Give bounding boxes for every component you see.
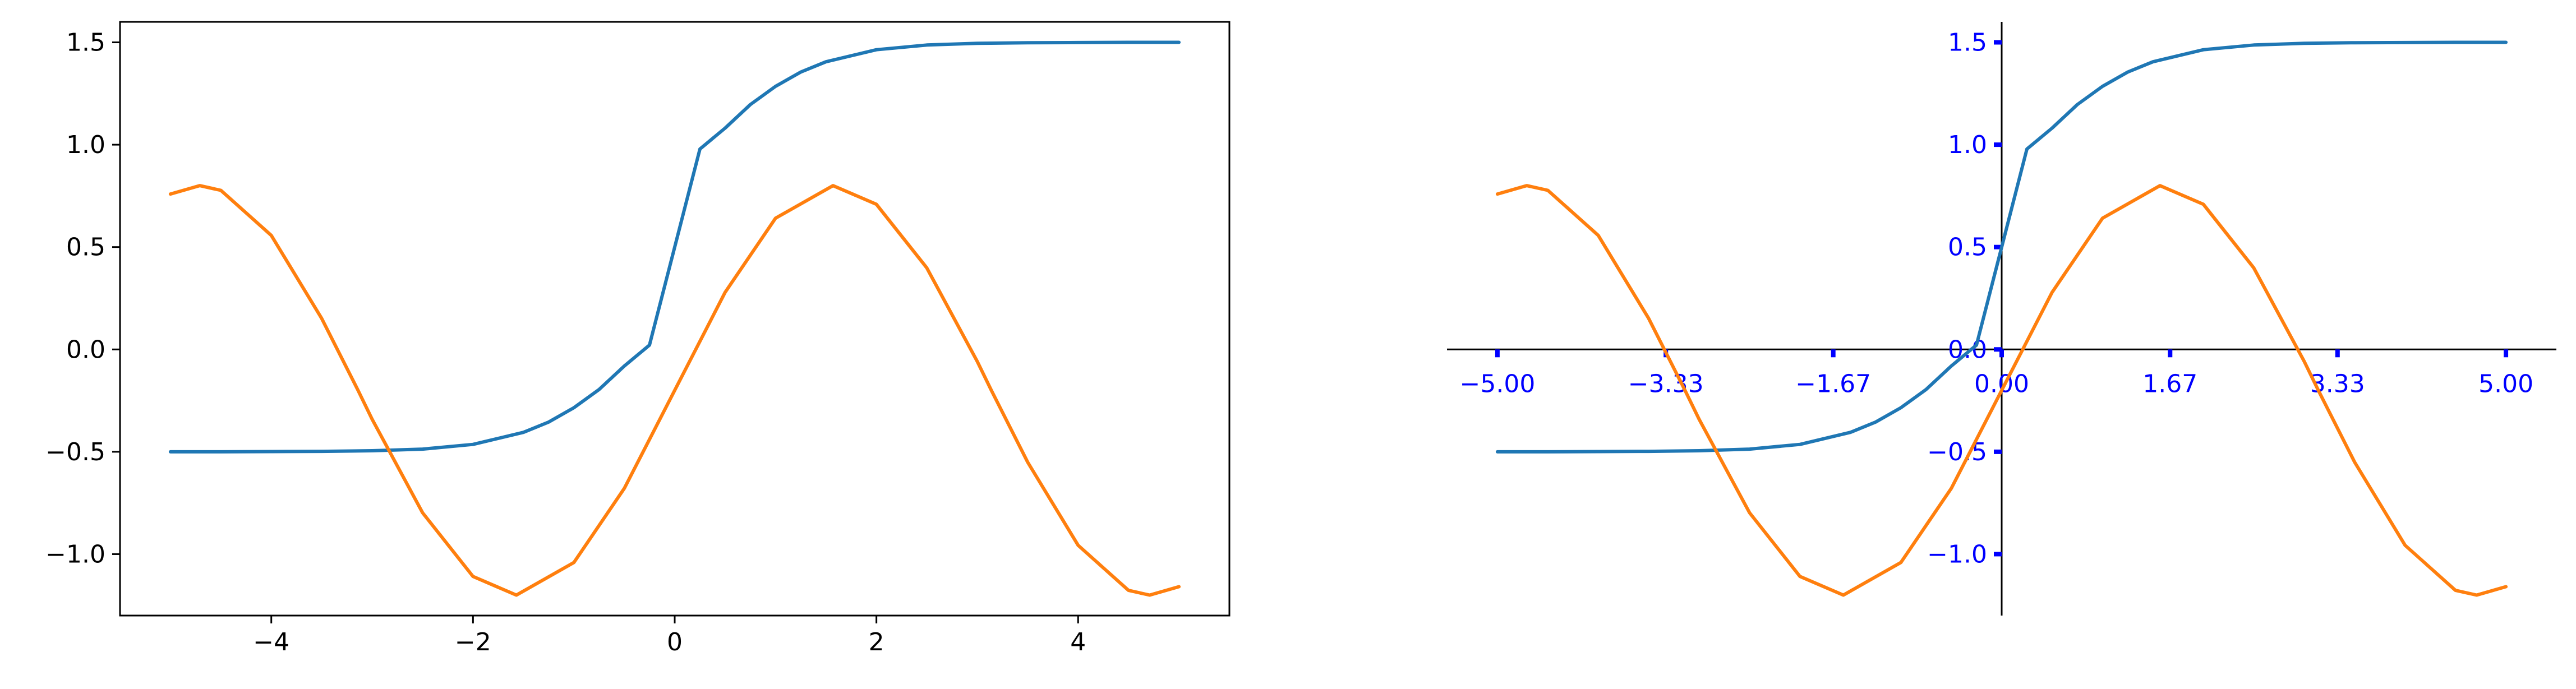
y-tick-label: −0.5 [45,438,105,466]
x-tick-label: −4 [253,628,289,656]
x-tick-label: −1.67 [1795,369,1871,398]
x-tick-label: −3.33 [1628,369,1704,398]
chart-2: −5.00 −3.33 −1.67 0.00 1.67 3.33 5.00−1.0−0.50… [1447,22,2556,616]
y-tick-label: 0.5 [66,233,105,262]
x-tick-label: 5.00 [2478,369,2533,398]
x-tick-label: 1.67 [2142,369,2197,398]
x-tick-label: −5.00 [1459,369,1535,398]
x-tick-label: 4 [1070,628,1086,656]
x-tick-label: 2 [869,628,884,656]
y-tick-label: 0.0 [66,335,105,364]
y-tick-label: −0.5 [1927,438,1987,466]
axes-frame [119,21,1231,617]
x-tick-label: −2 [455,628,491,656]
y-tick-label: 1.0 [1948,131,1987,159]
y-tick-label: 1.0 [66,131,105,159]
y-tick-label: 0.5 [1948,233,1987,262]
x-tick-label: 0 [667,628,683,656]
y-tick-label: 0.0 [1948,335,1987,364]
y-tick-label: 1.5 [1948,29,1987,57]
series-line-2 [1495,184,2508,597]
y-tick-label: −1.0 [1927,540,1987,568]
y-tick-label: 1.5 [66,29,105,57]
series-line-2 [168,184,1181,597]
chart-1: −4 −2 0 2 4 −1.0 −0.5 0.0 0.5 1.0 1.5 [45,21,1231,656]
y-tick-label: −1.0 [45,540,105,568]
